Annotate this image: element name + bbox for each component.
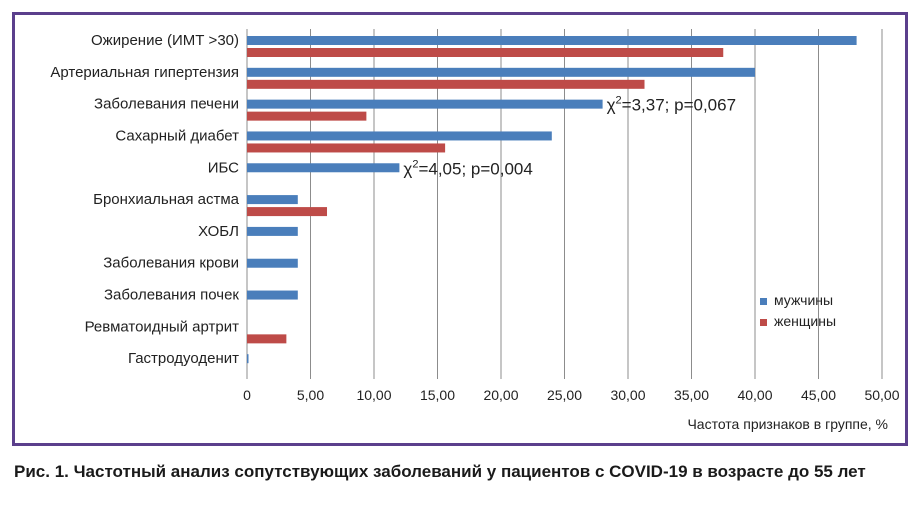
category-label: Ожирение (ИМТ >30) bbox=[91, 32, 239, 49]
x-tick-label: 10,00 bbox=[356, 387, 391, 403]
bar-men bbox=[247, 258, 298, 268]
x-tick-label: 15,00 bbox=[420, 387, 455, 403]
chi-square-annotation: χ2=4,05; p=0,004 bbox=[403, 158, 532, 178]
category-label: Ревматоидный артрит bbox=[85, 318, 240, 335]
bar-chart: 0 5,00 10,00 15,00 20,00 25,00 30,00 35,00 40,00… bbox=[50, 29, 900, 432]
bar-men bbox=[247, 67, 755, 77]
bar-women bbox=[247, 143, 446, 153]
bar-men bbox=[247, 290, 298, 300]
legend-swatch bbox=[760, 298, 767, 305]
category-label: Сахарный диабет bbox=[115, 127, 239, 144]
x-tick-label: 50,00 bbox=[864, 387, 899, 403]
x-tick-label: 20,00 bbox=[483, 387, 518, 403]
bar-women bbox=[247, 207, 328, 217]
category-label: Гастродуоденит bbox=[128, 350, 239, 367]
bar-women bbox=[247, 334, 287, 344]
x-tick-label: 30,00 bbox=[610, 387, 645, 403]
x-tick-label: 25,00 bbox=[547, 387, 582, 403]
chart-frame: 0 5,00 10,00 15,00 20,00 25,00 30,00 35,00 40,00… bbox=[12, 12, 908, 446]
x-tick-label: 0 bbox=[243, 387, 251, 403]
bar-men bbox=[247, 163, 400, 173]
category-label: ИБС bbox=[208, 159, 239, 176]
bar-women bbox=[247, 111, 367, 121]
bar-men bbox=[247, 226, 298, 236]
legend-swatch bbox=[760, 319, 767, 326]
category-label: ХОБЛ bbox=[198, 223, 239, 240]
x-tick-label: 5,00 bbox=[297, 387, 324, 403]
bar-men bbox=[247, 36, 857, 45]
bar-men bbox=[247, 195, 298, 205]
legend-label: мужчины bbox=[774, 292, 833, 308]
legend-label: женщины bbox=[774, 313, 836, 329]
x-tick-label: 45,00 bbox=[801, 387, 836, 403]
bar-men bbox=[247, 131, 552, 141]
bar-men bbox=[247, 99, 603, 109]
figure-caption: Рис. 1. Частотный анализ сопутствующих з… bbox=[14, 462, 866, 481]
x-tick-label: 35,00 bbox=[674, 387, 709, 403]
category-label: Заболевания печени bbox=[94, 96, 239, 113]
bar-men bbox=[247, 354, 249, 364]
bar-women bbox=[247, 79, 645, 89]
chi-square-annotation: χ2=3,37; p=0,067 bbox=[607, 95, 736, 115]
category-label: Заболевания крови bbox=[103, 255, 239, 272]
category-label: Заболевания почек bbox=[104, 287, 239, 304]
category-label: Бронхиальная астма bbox=[93, 191, 240, 208]
x-tick-label: 40,00 bbox=[737, 387, 772, 403]
x-axis-title: Частота признаков в группе, % bbox=[687, 416, 888, 432]
category-label: Артериальная гипертензия bbox=[50, 64, 239, 81]
bar-women bbox=[247, 48, 724, 57]
